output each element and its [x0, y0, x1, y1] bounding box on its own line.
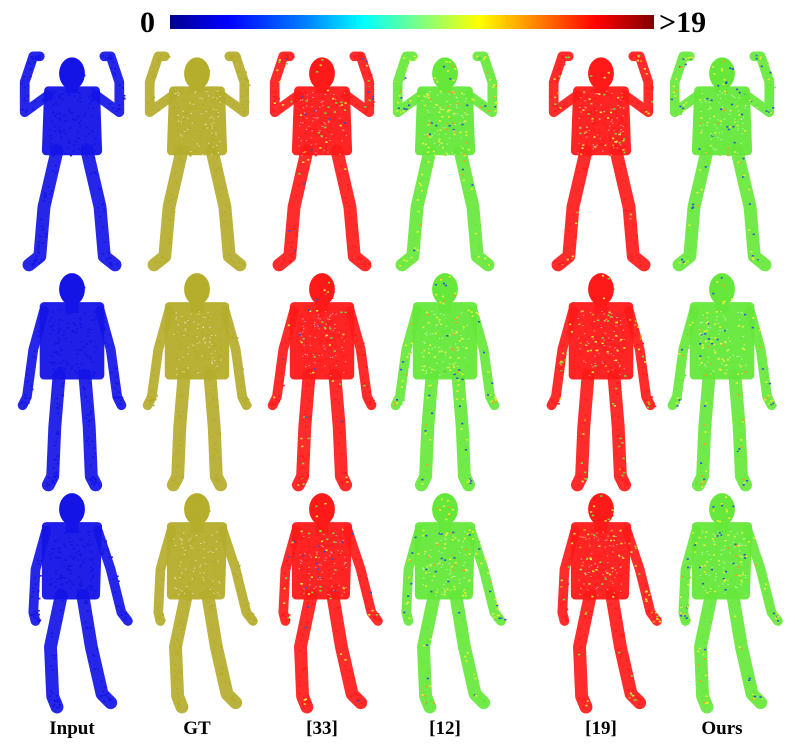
colorbar-max-label: >19 — [659, 6, 707, 39]
body-r1-method19 — [548, 51, 654, 272]
column-label-33: [33] — [306, 718, 338, 739]
body-r2-ours — [667, 273, 777, 492]
column-label-input: Input — [49, 718, 95, 739]
body-r1-method12 — [392, 51, 499, 272]
body-r2-method19 — [546, 273, 657, 492]
body-r2-method12 — [390, 273, 500, 492]
column-label-ours: Ours — [701, 718, 743, 739]
body-r3-method19 — [557, 493, 662, 714]
body-r2-method33 — [267, 273, 377, 492]
colorbar-min-label: 0 — [140, 6, 155, 39]
body-r2-gt — [142, 273, 252, 492]
body-r1-method33 — [269, 51, 375, 272]
body-r3-gt — [153, 493, 258, 714]
body-r1-input — [19, 51, 126, 272]
column-label-19: [19] — [585, 718, 617, 739]
colorbar-gradient — [170, 15, 654, 29]
body-r1-gt — [144, 51, 251, 272]
column-label-gt: GT — [183, 718, 211, 739]
body-r1-ours — [669, 51, 776, 272]
body-r2-input — [17, 273, 127, 492]
body-r3-input — [28, 493, 133, 714]
body-r3-method33 — [278, 493, 383, 714]
column-label-12: [12] — [429, 718, 461, 739]
body-r3-method12 — [401, 493, 507, 714]
body-r3-ours — [678, 493, 783, 714]
